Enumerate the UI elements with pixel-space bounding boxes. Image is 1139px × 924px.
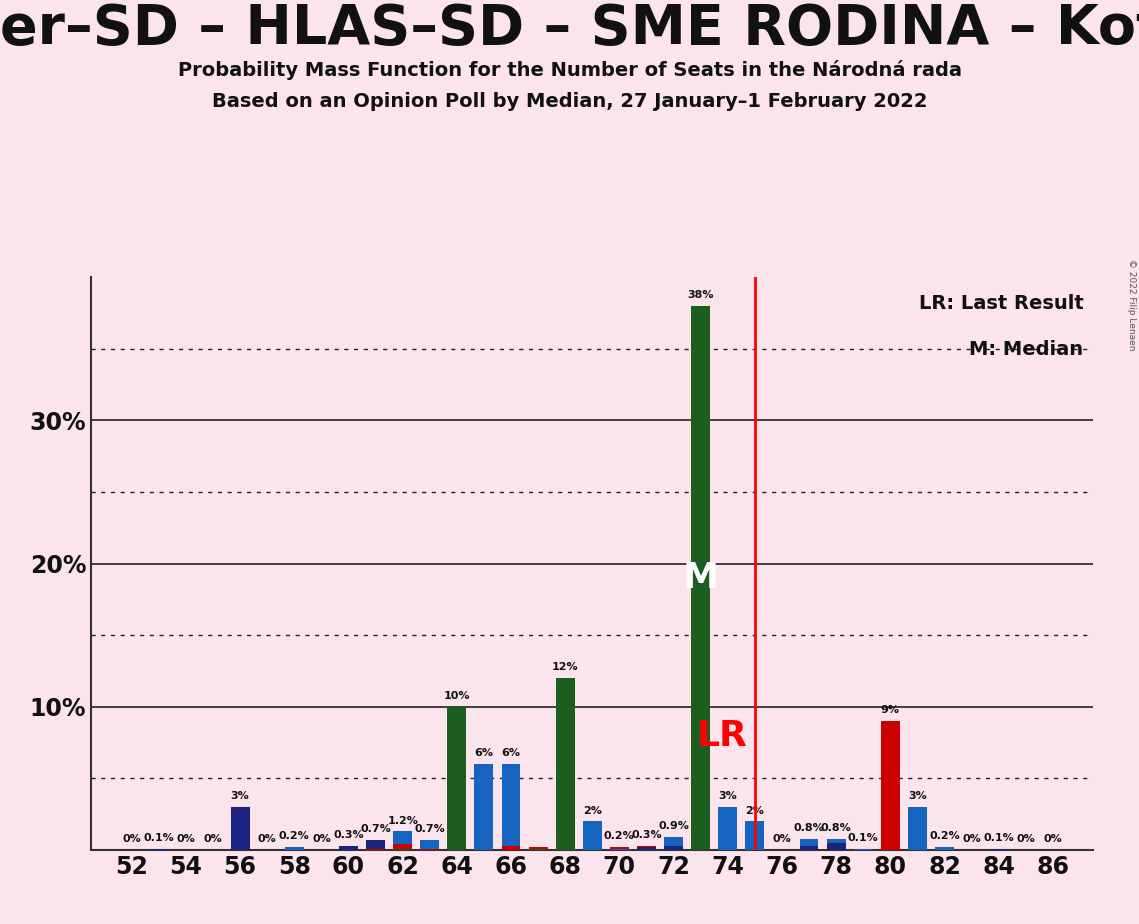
Text: © 2022 Filip Lenaen: © 2022 Filip Lenaen <box>1126 259 1136 350</box>
Text: 0.8%: 0.8% <box>794 823 825 833</box>
Text: 2%: 2% <box>583 806 601 816</box>
Bar <box>285 847 304 850</box>
Bar <box>230 808 249 850</box>
Bar <box>637 845 656 847</box>
Text: 0.1%: 0.1% <box>983 833 1014 843</box>
Text: er–SD – HLAS–SD – SME RODINA – Kotleba-ĽSNS – S: er–SD – HLAS–SD – SME RODINA – Kotleba-Ľ… <box>0 2 1139 55</box>
Text: 0.7%: 0.7% <box>415 824 445 834</box>
Text: 0%: 0% <box>177 834 195 845</box>
Text: 3%: 3% <box>231 791 249 801</box>
Bar <box>745 821 764 850</box>
Bar <box>420 848 440 850</box>
Text: LR: Last Result: LR: Last Result <box>919 295 1083 313</box>
Bar <box>556 678 575 850</box>
Bar <box>393 845 412 848</box>
Text: LR: LR <box>697 719 747 752</box>
Text: 0.1%: 0.1% <box>847 833 878 843</box>
Text: 12%: 12% <box>552 663 579 673</box>
Bar <box>827 839 845 843</box>
Bar <box>528 847 548 848</box>
Bar <box>989 848 1008 850</box>
Text: 0.9%: 0.9% <box>658 821 689 832</box>
Text: 0.2%: 0.2% <box>604 832 634 842</box>
Bar <box>827 843 845 850</box>
Bar <box>149 848 169 850</box>
Text: 0.3%: 0.3% <box>631 830 662 840</box>
Bar <box>609 847 629 848</box>
Bar <box>908 808 927 850</box>
Text: 0%: 0% <box>204 834 222 845</box>
Bar <box>501 764 521 845</box>
Text: 0.2%: 0.2% <box>929 832 960 842</box>
Text: 0%: 0% <box>1043 834 1063 845</box>
Bar <box>583 821 601 850</box>
Bar <box>935 847 954 850</box>
Bar <box>393 832 412 845</box>
Text: M: Median: M: Median <box>969 340 1083 359</box>
Bar <box>448 707 466 850</box>
Text: 0.7%: 0.7% <box>360 824 391 834</box>
Text: M: M <box>682 561 719 595</box>
Bar <box>366 848 385 850</box>
Text: Based on an Opinion Poll by Median, 27 January–1 February 2022: Based on an Opinion Poll by Median, 27 J… <box>212 92 927 112</box>
Text: 0%: 0% <box>312 834 330 845</box>
Text: 0.2%: 0.2% <box>279 832 310 842</box>
Text: Probability Mass Function for the Number of Seats in the Národná rada: Probability Mass Function for the Number… <box>178 60 961 80</box>
Text: 6%: 6% <box>475 748 493 759</box>
Text: 3%: 3% <box>719 791 737 801</box>
Bar <box>664 837 683 845</box>
Text: 2%: 2% <box>745 806 764 816</box>
Text: 1.2%: 1.2% <box>387 816 418 826</box>
Text: 10%: 10% <box>443 691 470 701</box>
Bar <box>420 840 440 848</box>
Bar <box>637 847 656 850</box>
Text: 0%: 0% <box>122 834 141 845</box>
Bar <box>880 721 900 850</box>
Bar <box>475 764 493 850</box>
Text: 0.1%: 0.1% <box>144 833 174 843</box>
Bar <box>664 845 683 850</box>
Text: 0%: 0% <box>257 834 277 845</box>
Text: 0.8%: 0.8% <box>821 823 852 833</box>
Text: 6%: 6% <box>501 748 521 759</box>
Text: 9%: 9% <box>880 705 900 715</box>
Text: 0%: 0% <box>1016 834 1035 845</box>
Bar <box>528 848 548 850</box>
Text: 0%: 0% <box>772 834 792 845</box>
Bar <box>609 848 629 850</box>
Text: 3%: 3% <box>908 791 927 801</box>
Bar <box>393 848 412 850</box>
Bar <box>691 306 710 850</box>
Text: 38%: 38% <box>688 290 714 300</box>
Text: 0%: 0% <box>962 834 981 845</box>
Bar <box>501 845 521 850</box>
Bar <box>800 839 819 845</box>
Bar <box>854 848 872 850</box>
Bar <box>719 808 737 850</box>
Bar <box>800 845 819 850</box>
Bar <box>366 840 385 848</box>
Text: 0.3%: 0.3% <box>334 830 363 840</box>
Bar <box>339 845 358 850</box>
